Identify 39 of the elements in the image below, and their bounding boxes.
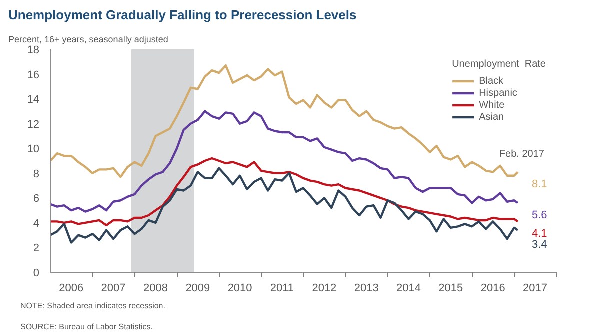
- legend-label: Asian: [479, 111, 504, 123]
- x-tick-label: 2017: [523, 282, 548, 294]
- y-tick-label: 2: [33, 242, 40, 255]
- annotation: Feb. 2017: [499, 148, 545, 160]
- x-tick-label: 2012: [312, 282, 337, 294]
- line-series: [50, 157, 520, 227]
- data-label: 5.6: [532, 209, 548, 222]
- line-series: [50, 167, 520, 244]
- data-label: 3.4: [532, 239, 548, 252]
- x-tick-label: 2009: [186, 282, 210, 294]
- legend-label: Black: [479, 75, 504, 87]
- legend-label: White: [479, 99, 505, 111]
- y-tick-label: 8: [33, 168, 40, 180]
- y-tick-label: 4: [33, 218, 40, 230]
- y-tick-label: 14: [27, 94, 40, 106]
- x-tick-label: 2007: [101, 282, 126, 294]
- legend-label: Hispanic: [479, 87, 518, 99]
- text: NOTE: Shaded area indicates recession.: [20, 302, 166, 310]
- line-series: [50, 110, 520, 213]
- data-label: 4.1: [532, 228, 548, 240]
- y-tick-label: 12: [27, 118, 40, 131]
- y-tick-label: 6: [33, 193, 40, 206]
- legend-title: Unemployment Rate: [452, 59, 546, 70]
- data-label: 8.1: [532, 178, 548, 190]
- x-tick-label: 2010: [228, 282, 252, 294]
- x-tick-label: 2013: [354, 282, 379, 294]
- x-tick-label: 2006: [59, 282, 84, 294]
- y-tick-label: 16: [27, 69, 40, 82]
- x-tick-label: 2015: [438, 282, 464, 294]
- x-tick-label: 2014: [396, 282, 421, 294]
- x-tick-label: 2016: [480, 282, 506, 294]
- y-tick-label: 0: [33, 268, 40, 280]
- y-tick-label: 18: [27, 44, 40, 56]
- source-note: SOURCE: Bureau of Labor Statistics.: [20, 322, 153, 332]
- y-tick-label: 10: [27, 144, 40, 156]
- chart-subtitle: Percent, 16+ years, seasonally adjusted: [8, 34, 168, 44]
- x-tick-label: 2008: [144, 282, 168, 294]
- x-tick-label: 2011: [270, 282, 294, 294]
- chart-title: Unemployment Gradually Falling to Prerecession Levels: [8, 8, 357, 22]
